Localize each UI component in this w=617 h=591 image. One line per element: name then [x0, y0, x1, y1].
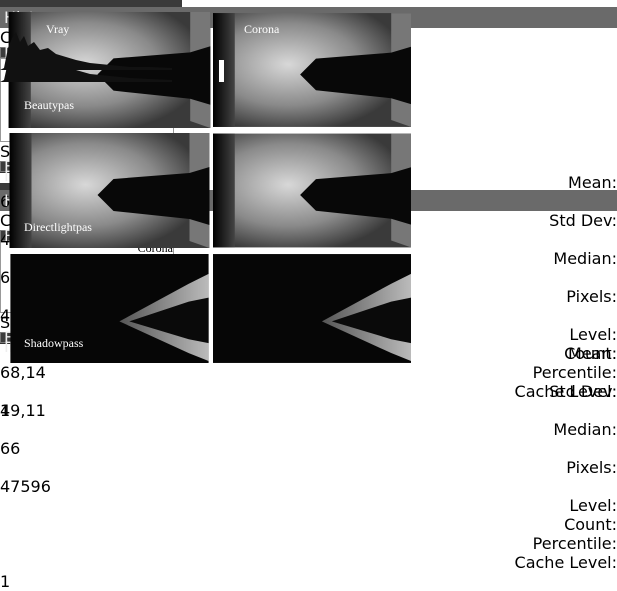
render-tile: [213, 13, 411, 127]
render-tile: [213, 134, 411, 248]
stat-label: Median:: [0, 420, 617, 439]
stat-label: Pixels:: [0, 458, 617, 477]
histogram: [0, 0, 172, 70]
histogram-shape: [0, 32, 172, 70]
stat-label: Cache Level:: [0, 553, 617, 572]
page: Vray Corona Beautypas Directlightpas Sha…: [0, 0, 617, 363]
stat-value: 49,11: [0, 401, 617, 420]
stat-value: 68,14: [0, 363, 617, 382]
stat-value: 47596: [0, 477, 617, 496]
stat-label: Percentile:: [0, 534, 617, 553]
stat-value: 66: [0, 439, 617, 458]
render-tile: [213, 254, 411, 363]
row-label: Beautypas: [24, 98, 74, 113]
stat-label: Count:: [0, 515, 617, 534]
column-label: Corona: [244, 22, 279, 37]
stat-label: Level:: [0, 496, 617, 515]
row-label: Shadowpass: [24, 336, 83, 351]
stat-value: 1: [0, 572, 617, 591]
row-label: Directlightpas: [24, 220, 92, 235]
light-bar: [219, 60, 224, 82]
